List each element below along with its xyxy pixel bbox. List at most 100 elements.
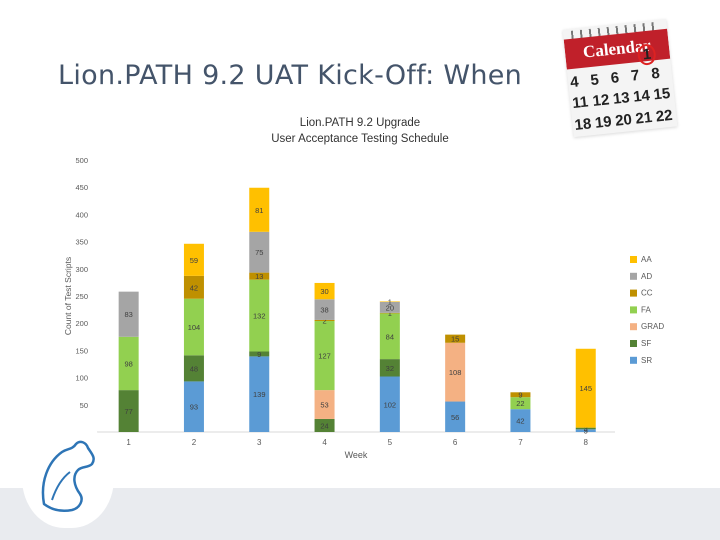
bar-segment-sf: [314, 418, 335, 432]
data-label: 132: [253, 312, 266, 321]
data-label: 102: [384, 400, 397, 409]
bar-segment-aa: [249, 187, 270, 232]
y-tick-label: 450: [75, 183, 88, 192]
chart-title-line: Lion.PATH 9.2 Upgrade: [300, 117, 420, 129]
bar-segment-cc: [314, 319, 335, 322]
bar-segment-fa: [183, 298, 204, 356]
legend-label-grad: GRAD: [641, 322, 664, 331]
y-tick-label: 400: [75, 210, 88, 219]
footer-band: [0, 488, 720, 540]
bar-segment-aa: [183, 243, 204, 276]
data-label: 93: [190, 403, 198, 412]
data-label: 42: [516, 417, 524, 426]
y-tick-label: 350: [75, 238, 88, 247]
x-tick-label: 2: [192, 438, 197, 447]
data-label: 5: [584, 427, 588, 436]
data-label: 48: [190, 364, 198, 373]
bar-segment-ad: [379, 301, 400, 313]
data-label: 15: [451, 335, 459, 344]
legend-swatch-sf: [630, 340, 637, 347]
y-tick-label: 500: [75, 156, 88, 165]
y-tick-label: 50: [80, 401, 88, 410]
chart-title-line: User Acceptance Testing Schedule: [271, 133, 449, 145]
bar-segment-fa: [314, 321, 335, 391]
bar-segment-grad: [314, 390, 335, 419]
x-tick-label: 1: [126, 438, 131, 447]
bar-segment-cc: [379, 312, 400, 314]
bar-segment-sr: [379, 376, 400, 432]
data-label: 145: [579, 384, 592, 393]
data-label: 30: [320, 287, 328, 296]
nittany-lion-icon: [41, 440, 95, 512]
bar-segment-cc: [183, 275, 204, 299]
data-label: 13: [255, 272, 263, 281]
x-tick-label: 5: [388, 438, 393, 447]
data-label: 2: [322, 316, 326, 325]
y-tick-label: 100: [75, 374, 88, 383]
data-label: 139: [253, 390, 266, 399]
legend-swatch-sr: [630, 356, 637, 364]
data-label: 84: [386, 332, 394, 341]
x-tick-label: 3: [257, 438, 262, 447]
legend-swatch-fa: [630, 306, 637, 314]
data-label: 20: [386, 303, 394, 312]
y-tick-label: 200: [75, 319, 88, 328]
x-tick-label: 8: [584, 438, 589, 447]
bar-segment-cc: [510, 392, 531, 398]
bar-segment-aa: [575, 348, 596, 428]
data-label: 22: [516, 399, 524, 408]
data-label: 1: [388, 298, 392, 307]
bar-segment-ad: [314, 299, 335, 320]
data-label: 9: [518, 391, 522, 400]
bar-segment-aa: [314, 282, 335, 300]
data-label: 3: [584, 424, 588, 433]
legend-swatch-grad: [630, 323, 637, 331]
bar-segment-fa: [510, 397, 531, 410]
x-tick-label: 4: [322, 438, 327, 447]
legend-label-cc: CC: [641, 289, 653, 298]
bar-segment-fa: [249, 279, 270, 352]
data-label: 108: [449, 368, 462, 377]
y-tick-label: 250: [75, 292, 88, 301]
bar-segment-sf: [183, 355, 204, 382]
bar-segment-sf: [249, 351, 270, 357]
data-label: 77: [124, 407, 132, 416]
bar-segment-sf: [118, 390, 139, 432]
data-label: 81: [255, 206, 263, 215]
data-label: 1: [388, 309, 392, 318]
data-label: 42: [190, 283, 198, 292]
bar-segment-sr: [249, 356, 270, 432]
legend-swatch-cc: [630, 289, 637, 297]
data-label: 53: [320, 401, 328, 410]
data-label: 9: [257, 350, 261, 359]
bar-segment-sr: [445, 401, 466, 432]
data-label: 127: [318, 352, 331, 361]
y-axis-label: Count of Test Scripts: [63, 257, 73, 335]
bar-segment-ad: [249, 231, 270, 273]
x-tick-label: 6: [453, 438, 458, 447]
data-label: 75: [255, 248, 263, 257]
data-label: 59: [190, 256, 198, 265]
bar-segment-ad: [118, 291, 139, 337]
legend-swatch-ad: [630, 272, 637, 280]
legend-label-ad: AD: [641, 272, 652, 281]
bar-segment-aa: [379, 301, 400, 302]
bar-segment-sr: [183, 381, 204, 432]
data-label: 83: [124, 310, 132, 319]
data-label: 56: [451, 413, 459, 422]
x-axis-label: Week: [345, 450, 368, 460]
bar-segment-fa: [379, 313, 400, 360]
legend-label-sr: SR: [641, 356, 652, 365]
legend-label-fa: FA: [641, 305, 651, 314]
bar-segment-cc: [445, 334, 466, 343]
data-label: 38: [320, 306, 328, 315]
legend-label-sf: SF: [641, 339, 651, 348]
y-tick-label: 150: [75, 346, 88, 355]
data-label: 32: [386, 364, 394, 373]
y-tick-label: 300: [75, 265, 88, 274]
bar-segment-grad: [445, 342, 466, 402]
data-label: 98: [124, 359, 132, 368]
data-label: 24: [320, 421, 328, 430]
bar-segment-sf: [575, 427, 596, 430]
